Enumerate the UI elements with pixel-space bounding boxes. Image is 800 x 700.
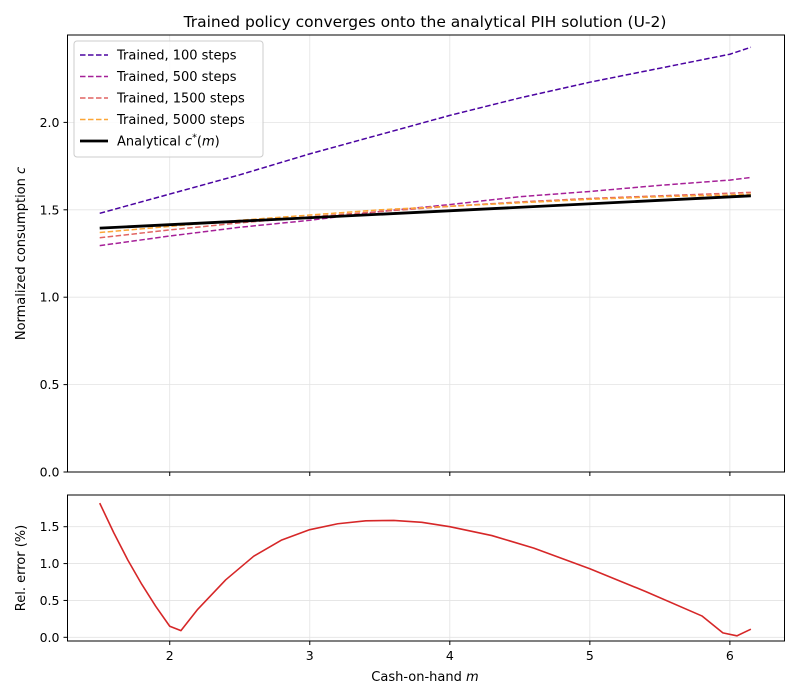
legend-entry-label: Trained, 1500 steps: [116, 92, 245, 107]
error-plot-frame: [67, 494, 785, 642]
consumption-series-line-4: [99, 194, 751, 230]
legend-entry-label: Trained, 100 steps: [116, 49, 237, 64]
consumption-y-tick-label: 0.0: [40, 465, 60, 480]
error-y-tick-label: 0.5: [40, 593, 60, 608]
relative-error-plot: 0.0 0.5 1.0 1.5 2 3 4 5 6 Rel. error (%) Cash-o…: [14, 494, 785, 685]
x-tick-label: 2: [166, 648, 174, 663]
x-tick-label: 4: [446, 648, 454, 663]
consumption-series-lines: [99, 46, 752, 247]
x-tick-label: 5: [586, 648, 594, 663]
consumption-series-line-1: [99, 176, 751, 247]
consumption-y-axis-label: Normalized consumption c: [14, 167, 29, 340]
consumption-plot: 0.0 0.5 1.0 1.5 2.0 Normalized consumption c…: [14, 34, 785, 480]
x-axis-label: Cash-on-hand m: [371, 670, 478, 685]
error-y-tick-label: 1.0: [40, 556, 60, 571]
error-y-tick-label: 1.5: [40, 519, 60, 534]
error-gridlines: [67, 495, 785, 641]
consumption-series-line-0: [99, 46, 752, 215]
consumption-y-tick-label: 0.5: [40, 377, 60, 392]
x-tick-label: 6: [726, 648, 734, 663]
chart-title: Trained policy converges onto the analyt…: [183, 13, 667, 31]
x-tick-label: 3: [306, 648, 314, 663]
consumption-y-tick-label: 2.0: [40, 115, 60, 130]
error-series-line: [98, 502, 752, 637]
error-y-ticks: 0.0 0.5 1.0 1.5: [40, 519, 68, 645]
legend: Trained, 100 steps Trained, 500 steps Trai…: [73, 40, 264, 158]
legend-box: [73, 40, 264, 158]
y-axis-label-text: Normalized consumption: [14, 178, 29, 340]
consumption-x-ticks: [169, 472, 731, 476]
error-series-line-0: [98, 502, 752, 637]
error-x-ticks: 2 3 4 5 6: [166, 641, 734, 663]
legend-entry-label: Analytical c*(m): [117, 133, 220, 150]
y-axis-label-variable: c: [14, 167, 29, 174]
legend-entry-label: Trained, 5000 steps: [116, 113, 245, 128]
consumption-y-ticks: 0.0 0.5 1.0 1.5 2.0: [40, 115, 68, 480]
error-y-axis-label: Rel. error (%): [14, 525, 29, 611]
legend-entry-label: Trained, 500 steps: [116, 70, 237, 85]
error-y-tick-label: 0.0: [40, 630, 60, 645]
consumption-series-line-2: [99, 191, 751, 239]
consumption-plot-frame: [67, 34, 785, 473]
x-axis-label-variable: m: [466, 670, 479, 685]
consumption-y-tick-label: 1.0: [40, 290, 60, 305]
x-axis-label-text: Cash-on-hand: [371, 670, 462, 685]
consumption-y-tick-label: 1.5: [40, 202, 60, 217]
